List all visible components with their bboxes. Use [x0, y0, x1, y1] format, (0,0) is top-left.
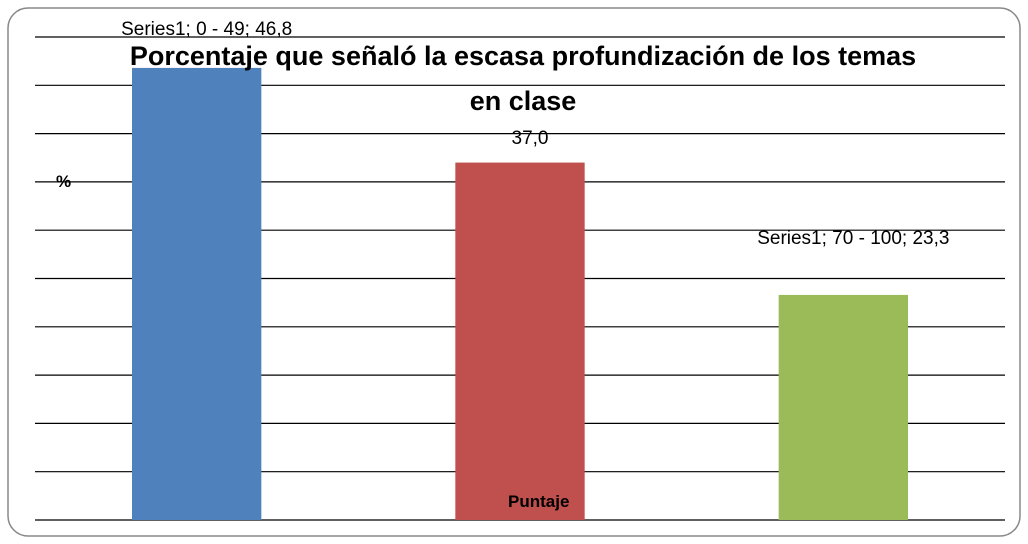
chart-title: Porcentaje que señaló la escasa profundi…	[129, 41, 917, 116]
data-label: 37,0	[511, 127, 549, 149]
y-axis-label: %	[56, 172, 72, 191]
bar	[132, 67, 262, 521]
data-label: Series1; 70 - 100; 23,3	[757, 227, 950, 249]
x-axis-label: Puntaje	[508, 492, 570, 511]
data-label: Series1; 0 - 49; 46,8	[121, 18, 293, 40]
bar	[455, 162, 585, 520]
bar	[778, 294, 908, 520]
